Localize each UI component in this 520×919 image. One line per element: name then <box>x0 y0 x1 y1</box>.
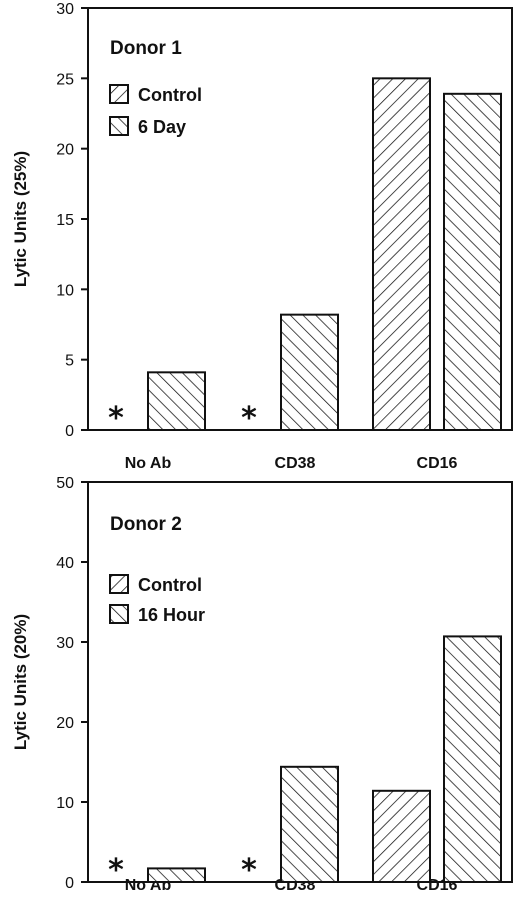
y-tick-label: 5 <box>65 353 74 370</box>
y-tick-label: 50 <box>56 475 74 492</box>
significance-asterisk: * <box>108 853 124 888</box>
legend-label: Control <box>138 575 202 595</box>
y-tick-label: 20 <box>56 142 74 159</box>
y-tick-label: 10 <box>56 795 74 812</box>
category-label: CD16 <box>417 455 458 472</box>
significance-asterisk: * <box>241 401 257 436</box>
legend-swatch-control <box>109 574 129 594</box>
bar-control-cd16 <box>372 789 431 883</box>
bar-control-cd16 <box>372 77 431 431</box>
significance-asterisk: * <box>241 853 257 888</box>
y-tick-label: 40 <box>56 555 74 572</box>
bar-6-day-no-ab <box>147 371 206 431</box>
y-axis-label: Lytic Units (20%) <box>11 614 30 750</box>
bar-6-day-cd16 <box>443 92 502 431</box>
bar-16-hour-cd16 <box>443 635 502 884</box>
bar-16-hour-cd38 <box>280 765 339 883</box>
y-tick-label: 25 <box>56 71 74 88</box>
y-tick-label: 30 <box>56 635 74 652</box>
legend-swatch-16-hour <box>109 604 129 624</box>
category-label: CD38 <box>275 455 316 472</box>
y-tick-label: 0 <box>65 423 74 440</box>
legend-label: 16 Hour <box>138 605 205 625</box>
legend-label: Control <box>138 85 202 105</box>
legend-swatch-6-day <box>109 116 129 136</box>
category-label: No Ab <box>125 455 172 472</box>
y-tick-label: 20 <box>56 715 74 732</box>
legend-swatch-control <box>109 84 129 104</box>
y-tick-label: 30 <box>56 1 74 18</box>
y-tick-label: 0 <box>65 875 74 892</box>
y-tick-label: 10 <box>56 282 74 299</box>
significance-asterisk: * <box>108 401 124 436</box>
bar-16-hour-no-ab <box>147 867 206 884</box>
panel-title: Donor 1 <box>110 38 182 59</box>
legend-label: 6 Day <box>138 117 186 137</box>
panel-title: Donor 2 <box>110 514 182 535</box>
y-axis-label: Lytic Units (25%) <box>11 151 30 287</box>
bar-6-day-cd38 <box>280 313 339 431</box>
y-tick-label: 15 <box>56 212 74 229</box>
